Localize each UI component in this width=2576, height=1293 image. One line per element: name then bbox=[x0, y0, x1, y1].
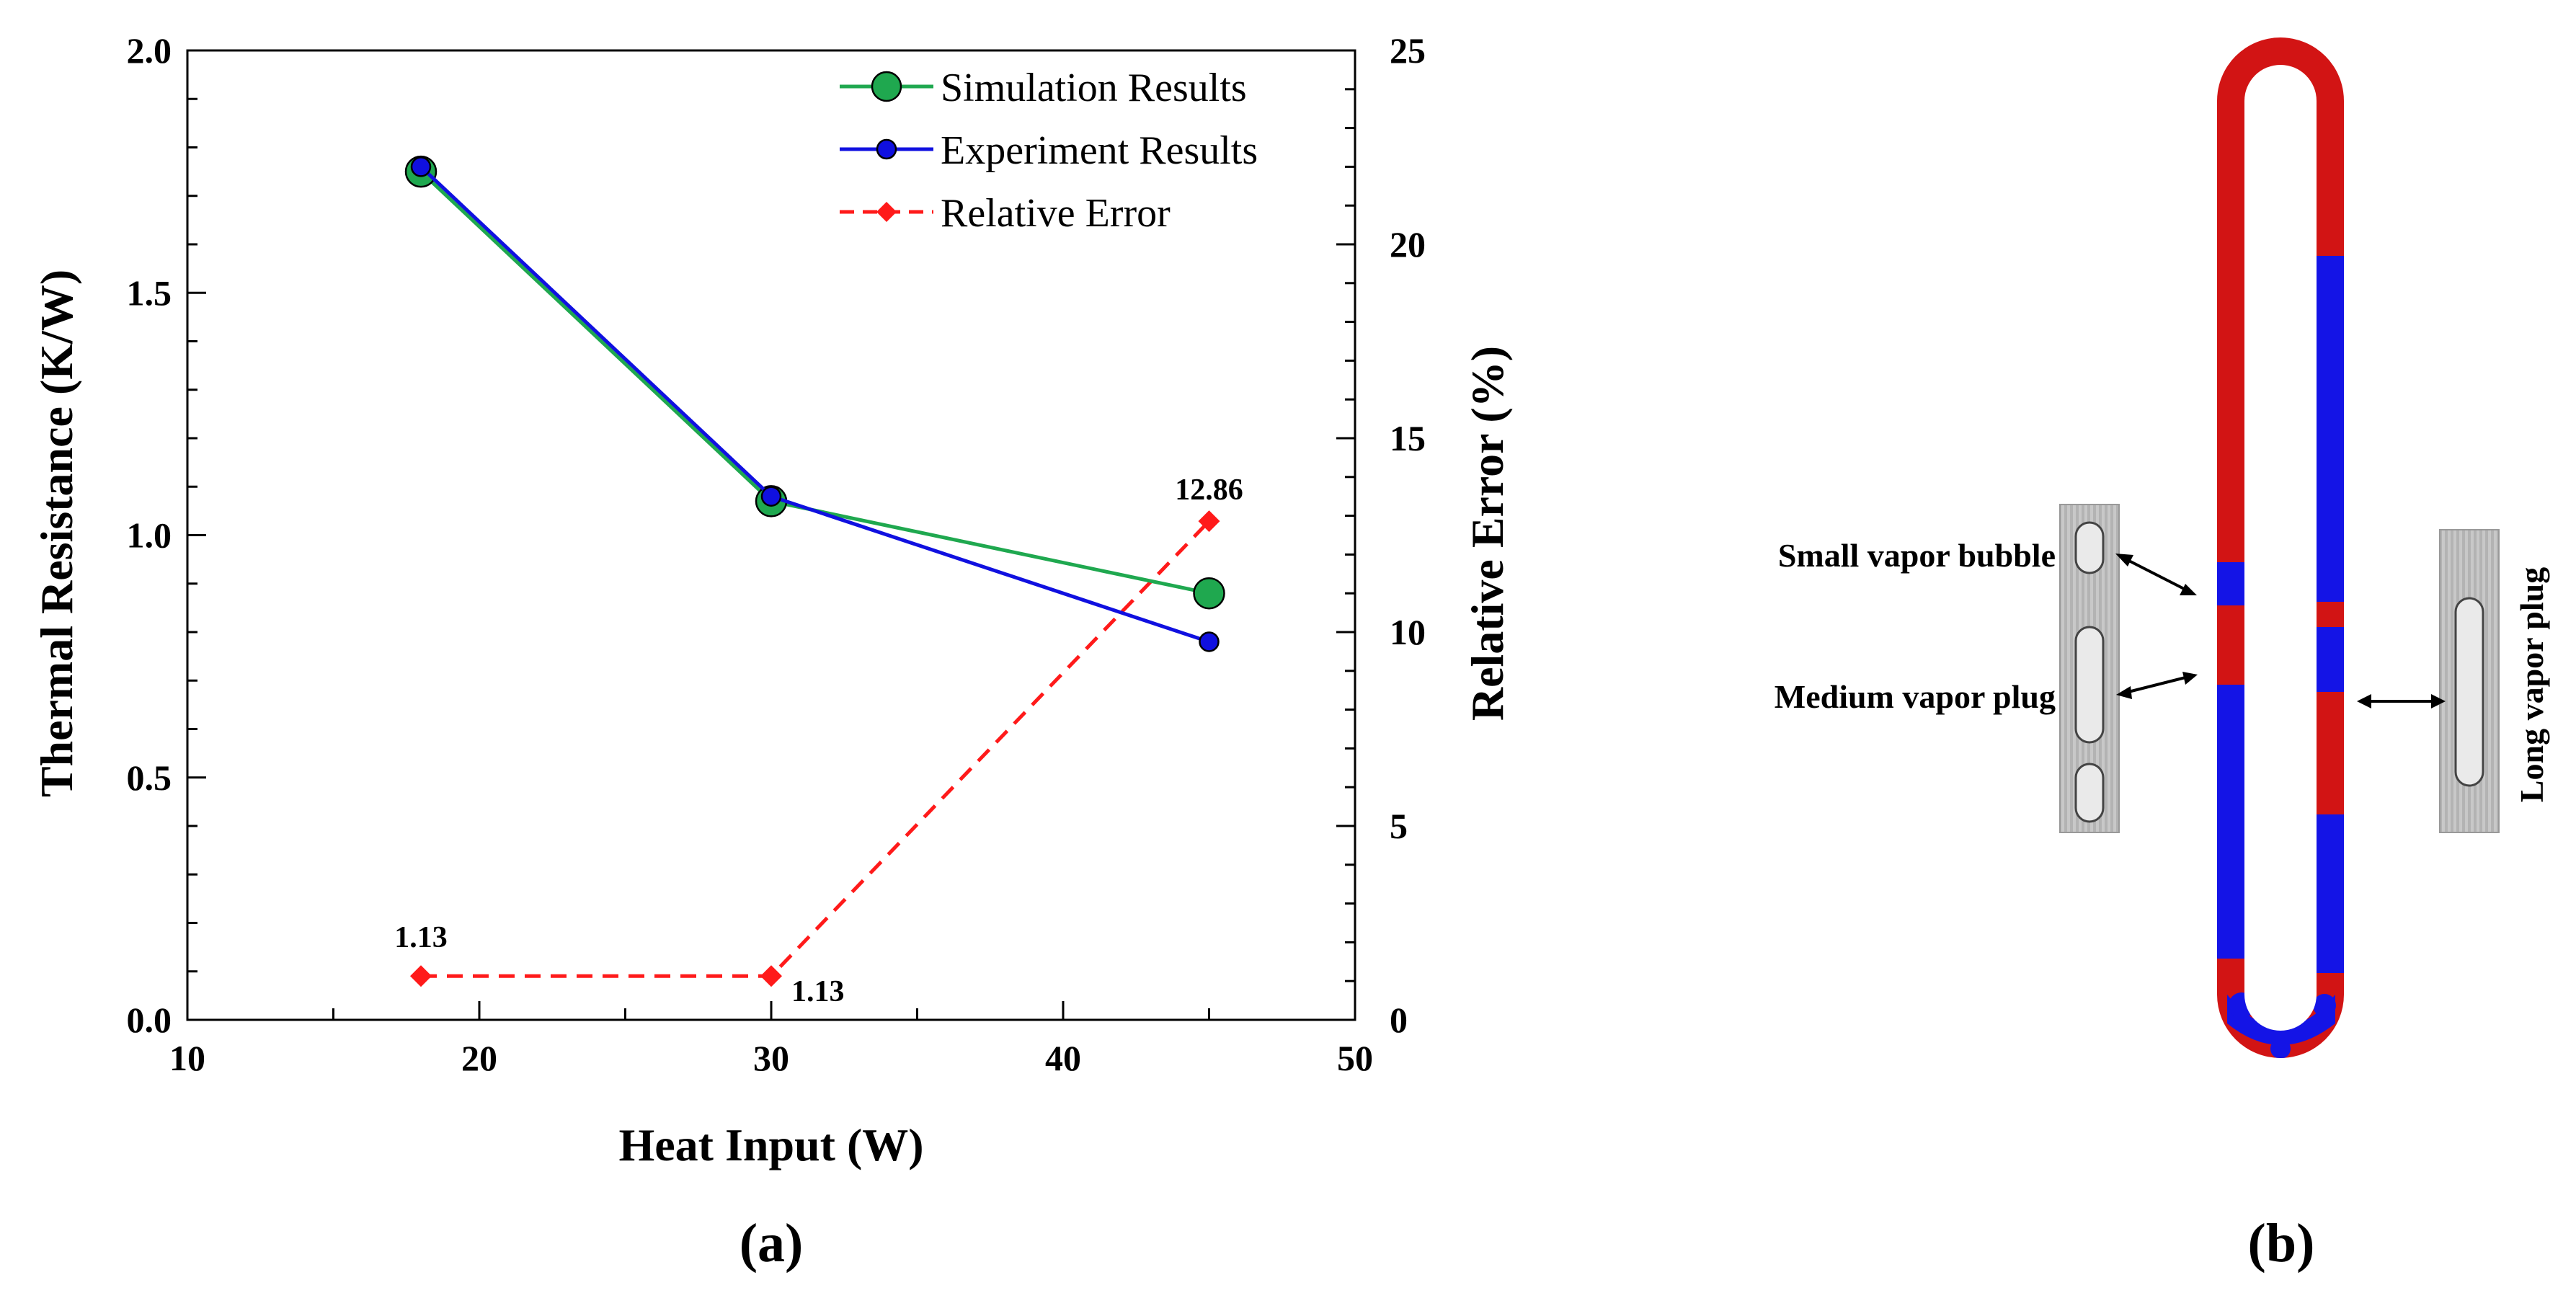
y-tick-label: 1.5 bbox=[127, 272, 172, 313]
y-axis-ticks: 0.0 0.5 1.0 1.5 2.0 bbox=[127, 30, 206, 1040]
point-relative-error bbox=[760, 965, 782, 987]
heat-pipe-tube bbox=[2217, 37, 2344, 1058]
label-small-vapor-bubble: Small vapor bubble bbox=[1778, 537, 2056, 574]
legend-item-experiment: Experiment Results bbox=[840, 128, 1258, 173]
photo-strip-right bbox=[2439, 529, 2500, 833]
data-label-relative-error: 12.86 bbox=[1175, 474, 1243, 507]
x-tick-label: 10 bbox=[169, 1038, 205, 1078]
y2-tick-label: 15 bbox=[1390, 418, 1426, 458]
vapor-right-upper bbox=[2317, 256, 2344, 602]
y2-axis-ticks: 0 5 10 15 20 25 bbox=[1336, 30, 1426, 1040]
y-axis-title: Thermal Resistance (K/W) bbox=[31, 270, 82, 797]
y2-tick-label: 0 bbox=[1390, 1000, 1408, 1040]
series-line-experiment-results bbox=[419, 165, 1210, 644]
point-relative-error bbox=[410, 965, 432, 987]
label-long-vapor-plug: Long vapor plug bbox=[2513, 567, 2550, 802]
y2-tick-label: 5 bbox=[1390, 806, 1408, 846]
plot-frame bbox=[186, 49, 1356, 1021]
y2-axis-title: Relative Error (%) bbox=[1462, 346, 1513, 721]
panel-label-b: (b) bbox=[2248, 1213, 2315, 1274]
y-tick-label: 0.5 bbox=[127, 757, 172, 798]
arrow-small-bubble bbox=[2115, 554, 2197, 595]
y-tick-label: 2.0 bbox=[127, 30, 172, 71]
legend-item-simulation: Simulation Results bbox=[840, 66, 1247, 110]
x-tick-label: 30 bbox=[753, 1038, 789, 1078]
point-simulation-results bbox=[1193, 577, 1225, 610]
label-medium-vapor-plug: Medium vapor plug bbox=[1775, 678, 2056, 715]
x-axis-title: Heat Input (W) bbox=[618, 1119, 923, 1170]
vapor-blob bbox=[2270, 1039, 2291, 1058]
x-axis-ticks: 10 20 30 40 50 bbox=[169, 1001, 1373, 1078]
legend-item-relative-error: Relative Error bbox=[840, 191, 1171, 236]
vapor-long-plug bbox=[2317, 627, 2344, 692]
legend: Simulation Results Experiment Results Re… bbox=[840, 66, 1258, 236]
panel-label-a: (a) bbox=[740, 1213, 804, 1274]
vapor-blob bbox=[2313, 994, 2336, 1017]
photo-strip-left bbox=[2059, 504, 2120, 833]
vapor-bottom-bend bbox=[2227, 995, 2335, 1045]
x-tick-label: 50 bbox=[1337, 1038, 1373, 1078]
point-experiment-results bbox=[760, 486, 782, 507]
legend-marker-relative-error bbox=[876, 202, 897, 222]
vapor-small-bubble bbox=[2217, 562, 2244, 605]
heat-pipe-illustration: Small vapor bubble Medium vapor plug Lon… bbox=[1775, 37, 2550, 1274]
arrow-medium-plug bbox=[2116, 672, 2198, 699]
vapor-left-lower bbox=[2217, 721, 2244, 959]
y-tick-label: 0.0 bbox=[127, 1000, 172, 1040]
y2-tick-label: 25 bbox=[1390, 30, 1426, 71]
y2-tick-label: 20 bbox=[1390, 224, 1426, 265]
thermal-resistance-chart: 10 20 30 40 50 0.0 0.5 1.0 1.5 2.0 0 5 10 15 20 25 1.… bbox=[31, 30, 1513, 1274]
data-labels: 1.13 1.13 12.86 bbox=[394, 474, 1243, 1008]
data-label-relative-error: 1.13 bbox=[394, 921, 448, 954]
y-tick-label: 1.0 bbox=[127, 515, 172, 556]
series-layer bbox=[404, 155, 1225, 987]
x-tick-label: 40 bbox=[1045, 1038, 1081, 1078]
point-relative-error bbox=[1198, 510, 1220, 533]
x-tick-label: 20 bbox=[461, 1038, 497, 1078]
legend-marker-simulation bbox=[871, 71, 902, 102]
point-experiment-results bbox=[1199, 631, 1220, 652]
legend-marker-experiment bbox=[876, 138, 897, 160]
vapor-right-lower bbox=[2317, 814, 2344, 973]
y2-tick-label: 10 bbox=[1390, 612, 1426, 652]
legend-label-experiment: Experiment Results bbox=[941, 128, 1258, 173]
point-experiment-results bbox=[410, 156, 432, 177]
series-line-relative-error bbox=[421, 520, 1211, 978]
data-label-relative-error: 1.13 bbox=[791, 975, 845, 1008]
arrow-long-plug bbox=[2357, 694, 2446, 708]
legend-label-relative-error: Relative Error bbox=[941, 191, 1171, 236]
legend-label-simulation: Simulation Results bbox=[941, 66, 1247, 110]
